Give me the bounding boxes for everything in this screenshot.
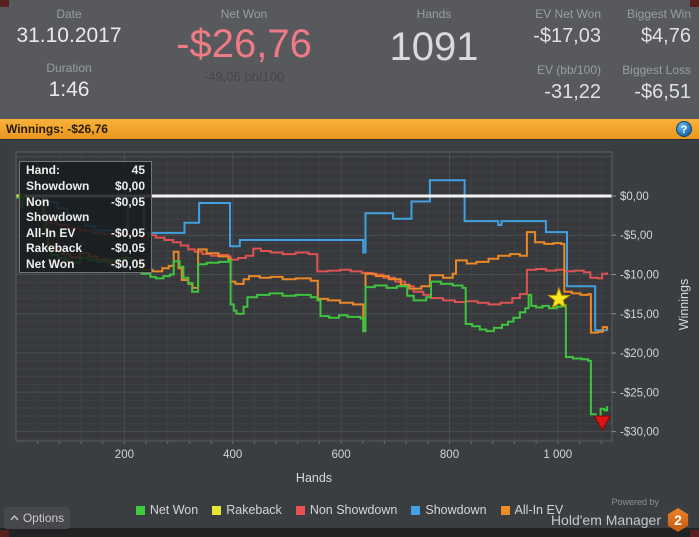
legend-item-non-showdown[interactable]: Non Showdown [295, 503, 398, 517]
legend-swatch [295, 506, 305, 515]
y-tick-label: -$30,00 [620, 427, 659, 439]
legend-swatch [135, 506, 145, 515]
tooltip-row-value: $0,00 [114, 179, 145, 193]
date-value: 31.10.2017 [16, 24, 122, 47]
legend-swatch [212, 506, 222, 515]
window-corner-handle [0, 530, 9, 537]
powered-by-text: Powered by [611, 497, 659, 507]
biggest-loss-triangle-icon [593, 415, 612, 431]
biggest-loss-label: Biggest Loss [622, 63, 691, 77]
legend-item-showdown[interactable]: Showdown [411, 503, 487, 517]
legend-label: Showdown [425, 503, 487, 517]
x-tick-label: 400 [223, 449, 242, 461]
y-tick-label: -$5,00 [620, 230, 653, 242]
brand-name: Hold'em Manager [550, 512, 661, 528]
x-axis-title: Hands [296, 471, 332, 485]
stat-biggest: Biggest Win $4,76 Biggest Loss -$6,51 [613, 0, 699, 119]
duration-value: 1:46 [48, 78, 90, 101]
biggest-win-value: $4,76 [640, 25, 691, 47]
winnings-section-bar[interactable]: Winnings: -$26,76 ? [0, 119, 699, 140]
stat-date-duration: Date 31.10.2017 Duration 1:46 [0, 0, 138, 119]
biggest-win-label: Biggest Win [626, 7, 691, 21]
legend-swatch [411, 506, 421, 515]
tooltip-row-label: Net Won [26, 256, 75, 271]
y-axis-title: Winnings [677, 279, 691, 330]
tooltip-row-label: Showdown [26, 179, 90, 193]
tooltip-hand-value: 45 [131, 163, 145, 177]
hm2-logo-icon: 2 [667, 508, 689, 532]
duration-label: Duration [46, 61, 92, 75]
ev-bb100-label: EV (bb/100) [536, 63, 601, 77]
ev-bb100-value: -31,22 [544, 81, 601, 103]
tooltip-row-value: -$0,05 [110, 241, 145, 255]
x-tick-label: 800 [440, 449, 459, 461]
window-corner-handle [0, 0, 9, 7]
tooltip-hand-label: Hand: [26, 163, 60, 177]
options-button[interactable]: Options [4, 507, 70, 529]
legend-item-rakeback[interactable]: Rakeback [212, 503, 282, 517]
chart-plot[interactable]: $0,00 -$5,00 -$10,00 -$15,00 -$20,00 -$25,00 -… [0, 140, 699, 500]
date-label: Date [56, 7, 82, 21]
x-tick-label: 600 [332, 449, 351, 461]
ev-net-won-label: EV Net Won [535, 7, 601, 21]
legend-label: Net Won [149, 503, 199, 517]
window-corner-handle [690, 0, 699, 7]
stat-hands: Hands 1091 [350, 0, 518, 119]
tooltip-row-label: All-In EV [26, 225, 76, 240]
winnings-chart: $0,00 -$5,00 -$10,00 -$15,00 -$20,00 -$25,00 -… [0, 140, 699, 517]
x-tick-label: 1 000 [543, 449, 572, 461]
net-won-label: Net Won [220, 7, 268, 21]
tooltip-row-value: -$0,05 [110, 225, 145, 240]
plot-border [15, 151, 613, 442]
chart-legend: Net Won Rakeback Non Showdown Showdown All-I… [0, 503, 699, 517]
hand-tooltip: Hand: 45 Showdown $0,00 Non Showdown -$0,0… [19, 161, 152, 273]
biggest-win-star-icon [546, 286, 571, 310]
tooltip-row-value: -$0,05 [110, 194, 145, 209]
legend-label: All-In EV [514, 503, 564, 517]
window-corner-handle [690, 530, 699, 537]
stat-ev: EV Net Won -$17,03 EV (bb/100) -31,22 [518, 0, 613, 119]
ev-net-won-value: -$17,03 [533, 25, 601, 47]
net-won-value: -$26,76 [176, 22, 312, 66]
tooltip-row-label: Rakeback [26, 241, 83, 255]
biggest-loss-value: -$6,51 [634, 81, 691, 103]
legend-item-net-won[interactable]: Net Won [135, 503, 199, 517]
net-won-bb100: -49,06 bb/100 [203, 69, 285, 84]
powered-by-block: Powered by Hold'em Manager 2 [551, 497, 689, 532]
hands-value: 1091 [389, 25, 479, 69]
y-tick-label: -$15,00 [620, 309, 659, 321]
tooltip-row-label: Non Showdown [26, 194, 90, 225]
hands-label: Hands [416, 7, 452, 21]
y-tick-label: -$25,00 [620, 387, 659, 399]
options-label: Options [22, 511, 65, 525]
y-tick-label: -$20,00 [620, 348, 659, 360]
stat-net-won: Net Won -$26,76 -49,06 bb/100 [138, 0, 350, 119]
tooltip-row-value: -$0,05 [110, 256, 145, 271]
legend-label: Rakeback [226, 503, 282, 517]
y-tick-label: -$10,00 [620, 270, 659, 282]
x-tick-label: 200 [115, 449, 134, 461]
chevron-up-icon [10, 514, 19, 521]
stats-header: Date 31.10.2017 Duration 1:46 Net Won -$… [0, 0, 699, 119]
bottom-strip [0, 528, 699, 537]
legend-item-all-in-ev[interactable]: All-In EV [500, 503, 564, 517]
winnings-bar-title: Winnings: -$26,76 [6, 122, 108, 136]
help-icon[interactable]: ? [676, 121, 692, 137]
y-tick-label: $0,00 [620, 191, 649, 203]
legend-swatch [500, 506, 510, 515]
legend-label: Non Showdown [309, 503, 398, 517]
